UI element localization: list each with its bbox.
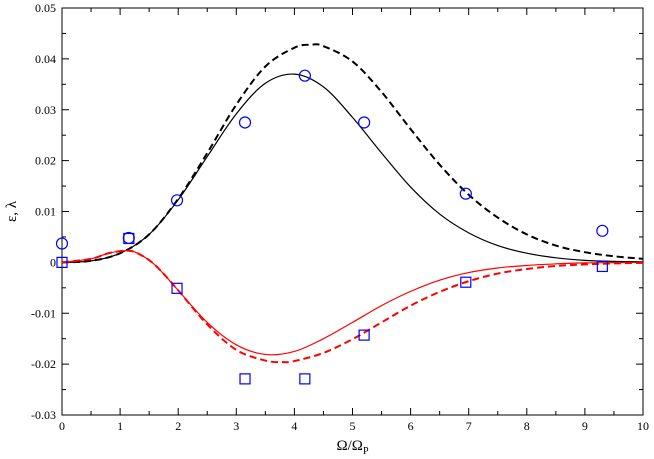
x-axis-title: Ω/ΩP: [336, 438, 368, 457]
circle-marker: [596, 224, 609, 237]
square-marker: [123, 232, 135, 245]
x-axis-title-main: Ω/Ω: [336, 438, 362, 454]
y-tick-label: 0.02: [35, 154, 56, 168]
square-marker: [596, 260, 608, 273]
x-tick-label: 9: [582, 419, 588, 433]
y-tick-label: 0.03: [35, 103, 56, 117]
ticks: 0 1 2 3 4 5 6 7 8 9 10 -0.03 -0.02 -0.01 0 0.01 0.02 0.03…: [31, 1, 649, 433]
plot-frame: [61, 7, 644, 416]
square-marker: [171, 282, 183, 294]
circle-marker: [298, 69, 311, 82]
x-tick-label: 2: [175, 419, 181, 433]
x-tick-label: 6: [408, 419, 414, 433]
x-tick-label: 4: [291, 419, 297, 433]
plot-area: 0 1 2 3 4 5 6 7 8 9 10 -0.03 -0.02 -0.01 0 0.01 0.02 0.03…: [31, 1, 649, 433]
circle-marker: [170, 194, 184, 207]
circle-marker: [358, 116, 371, 129]
y-tick-label: -0.01: [31, 306, 56, 320]
x-tick-label: 1: [117, 419, 123, 433]
x-axis-title-subscript: P: [363, 446, 369, 457]
x-tick-label: 0: [59, 419, 65, 433]
square-marker: [460, 276, 472, 288]
circle-marker: [459, 187, 472, 200]
circle-marker: [55, 237, 69, 250]
square-marker: [239, 373, 251, 385]
circle-marker: [238, 116, 252, 129]
circle-marker: [122, 231, 135, 245]
square-marker: [299, 373, 311, 385]
black-solid-line: [61, 73, 644, 263]
x-tick-label: 5: [350, 419, 356, 433]
square-marker: [358, 329, 370, 341]
y-tick-label: 0.05: [35, 1, 56, 15]
x-tick-label: 8: [524, 419, 530, 433]
square-marker: [56, 256, 68, 268]
y-tick-label: -0.02: [31, 357, 56, 371]
x-tick-label: 3: [233, 419, 239, 433]
black-dashed-line: [61, 43, 644, 264]
red-solid-line: [61, 250, 644, 356]
red-dashed-line: [61, 249, 644, 364]
y-tick-label: 0.04: [35, 52, 56, 66]
y-tick-label: 0.01: [35, 205, 56, 219]
y-axis-title: ε, λ: [4, 200, 20, 222]
series-layer: [55, 43, 644, 385]
y-tick-label: -0.03: [31, 408, 56, 422]
x-tick-label: 7: [466, 419, 472, 433]
y-tick-label: 0: [50, 255, 56, 269]
x-tick-label: 10: [637, 419, 649, 433]
